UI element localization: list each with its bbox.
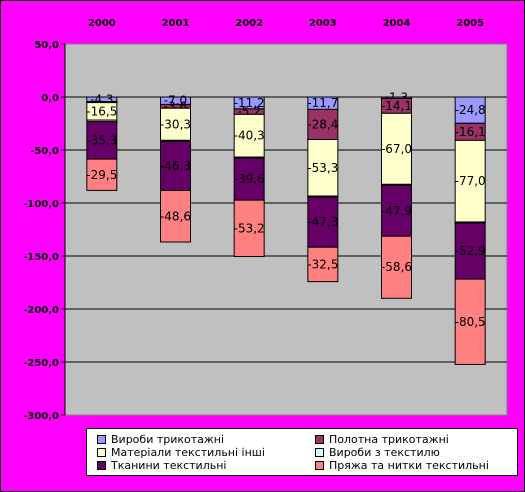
bar-segment: [160, 107, 191, 141]
legend: Вироби трикотажні Полотна трикотажні Матер…: [86, 428, 518, 476]
plot-area: [64, 43, 508, 416]
bar-segment: [381, 235, 412, 299]
legend-item: Полотна трикотажні: [315, 433, 449, 446]
y-tick-label: -50,0: [30, 146, 59, 157]
bar-segment: [307, 196, 339, 248]
legend-label: Вироби трикотажні: [111, 433, 225, 446]
y-tick-label: 0,0: [41, 93, 59, 104]
data-label: -53,2: [234, 221, 265, 235]
data-label: -46,3: [160, 159, 191, 173]
data-label: -53,3: [307, 161, 338, 175]
bar-segment: [307, 246, 339, 283]
legend-label: Пряжа та нитки текстильні: [329, 459, 489, 472]
bar-segment: [86, 158, 118, 191]
legend-swatch: [97, 435, 106, 444]
data-label: -14,1: [381, 99, 412, 113]
legend-item: Вироби з текстилю: [315, 446, 440, 459]
data-label: -28,4: [307, 117, 338, 131]
legend-label: Полотна трикотажні: [329, 433, 449, 446]
bar-segment: [454, 278, 486, 365]
y-tick-label: -300,0: [23, 411, 59, 422]
y-tick-label: -150,0: [23, 252, 59, 263]
data-label: -32,5: [307, 257, 338, 271]
x-category-label: 2001: [162, 18, 190, 29]
data-label: -11,2: [234, 96, 265, 110]
data-label: -39,6: [234, 172, 265, 186]
x-category-label: 2000: [88, 18, 116, 29]
legend-swatch: [97, 448, 106, 457]
data-label: -40,3: [234, 129, 265, 143]
data-label: -16,5: [86, 104, 117, 118]
data-label: -16,1: [455, 125, 486, 139]
legend-item: Тканини текстильні: [97, 459, 226, 472]
y-tick-label: -200,0: [23, 305, 59, 316]
data-label: -80,5: [455, 315, 486, 329]
x-category-label: 2003: [309, 18, 337, 29]
legend-label: Матеріали текстильні інші: [111, 446, 265, 459]
legend-item: Вироби трикотажні: [97, 433, 224, 446]
bar-segment: [454, 139, 486, 223]
data-label: -24,8: [455, 103, 486, 117]
data-label: -47,9: [381, 204, 412, 218]
y-tick-label: -100,0: [23, 199, 59, 210]
y-tick-label: -250,0: [23, 358, 59, 369]
legend-swatch: [315, 461, 324, 470]
legend-label: Тканини текстильні: [111, 459, 227, 472]
bar-segment: [454, 96, 486, 124]
bar-segment: [233, 113, 265, 158]
legend-item: Пряжа та нитки текстильні: [315, 459, 489, 472]
legend-swatch: [315, 435, 324, 444]
data-label: -11,7: [307, 96, 338, 110]
bar-segment: [233, 199, 265, 258]
x-category-label: 2005: [456, 18, 484, 29]
y-tick-label: 50,0: [34, 40, 59, 51]
data-label: -77,0: [455, 174, 486, 188]
x-category-label: 2002: [235, 18, 263, 29]
legend-swatch: [315, 448, 324, 457]
bar-segment: [86, 121, 118, 160]
data-label: -48,6: [160, 209, 191, 223]
legend-label: Вироби з текстилю: [329, 446, 440, 459]
bar-segment: [381, 112, 412, 185]
bar-segment: [160, 140, 191, 191]
data-label: -30,3: [160, 117, 191, 131]
bar-segment: [381, 184, 412, 237]
x-category-label: 2004: [383, 18, 411, 29]
bar-segment: [233, 157, 265, 201]
data-label: -58,6: [381, 260, 412, 274]
bar-segment: [160, 189, 191, 243]
data-label: -29,5: [86, 168, 117, 182]
data-label: -47,3: [307, 215, 338, 229]
data-label: -52,9: [455, 244, 486, 258]
legend-swatch: [97, 461, 106, 470]
data-label: -67,0: [381, 142, 412, 156]
legend-item: Матеріали текстильні інші: [97, 446, 265, 459]
data-label: -35,3: [86, 133, 117, 147]
